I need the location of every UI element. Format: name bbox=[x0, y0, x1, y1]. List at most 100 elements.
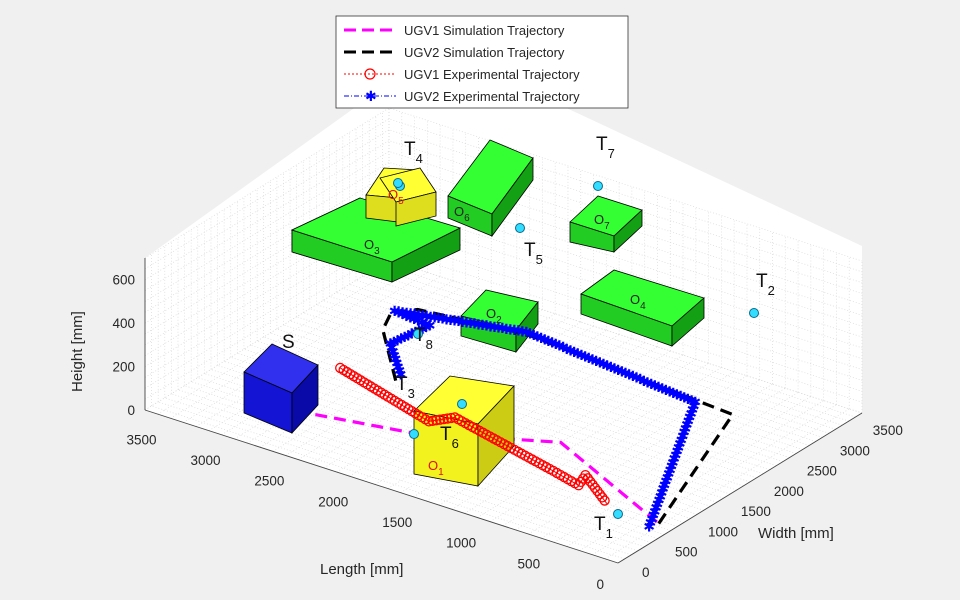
y-tick-label: 2500 bbox=[807, 464, 837, 479]
data-point: ✱ bbox=[485, 318, 497, 334]
data-point: ✱ bbox=[425, 309, 437, 325]
data-point: ✱ bbox=[481, 318, 493, 334]
data-point: ✱ bbox=[647, 507, 659, 523]
data-point: ✱ bbox=[409, 306, 421, 322]
data-point: ✱ bbox=[686, 393, 698, 409]
data-point bbox=[589, 482, 601, 493]
data-point: ✱ bbox=[653, 492, 665, 508]
legend-marker-ugv1-exp bbox=[364, 68, 376, 80]
data-point: ✱ bbox=[673, 439, 685, 455]
data-point: ✱ bbox=[620, 365, 632, 381]
obstacle-o2 bbox=[460, 289, 539, 354]
obstacles bbox=[290, 139, 705, 354]
series-line-ugv2-simulation-trajectory bbox=[381, 307, 736, 525]
z-tick-label: 0 bbox=[127, 403, 135, 418]
data-point: ✱ bbox=[583, 350, 595, 366]
data-point: ✱ bbox=[394, 363, 406, 379]
z-tick-label: 200 bbox=[112, 360, 135, 375]
data-point: ✱ bbox=[517, 323, 529, 339]
grid-line-y bbox=[283, 324, 757, 479]
data-point: ✱ bbox=[489, 319, 501, 335]
data-point: ✱ bbox=[666, 458, 678, 474]
data-point: ✱ bbox=[646, 511, 658, 527]
legend-label-ugv1-exp: UGV1 Experimental Trajectory bbox=[404, 67, 580, 82]
legend-label-ugv2-exp: UGV2 Experimental Trajectory bbox=[404, 89, 580, 104]
x-tick-label: 2500 bbox=[254, 474, 284, 489]
data-point: ✱ bbox=[521, 324, 533, 340]
data-point: ✱ bbox=[505, 321, 517, 337]
legend: UGV1 Simulation Trajectory UGV2 Simulati… bbox=[335, 15, 629, 109]
data-point bbox=[587, 479, 598, 490]
data-point: ✱ bbox=[682, 413, 694, 429]
x-axis-label: Length [mm] bbox=[320, 561, 403, 578]
data-point: ✱ bbox=[420, 316, 432, 332]
data-point: ✱ bbox=[587, 351, 599, 367]
data-point: ✱ bbox=[645, 515, 657, 531]
y-tick-label: 1500 bbox=[741, 504, 771, 519]
data-point: ✱ bbox=[473, 316, 485, 332]
grid-line-y bbox=[316, 304, 790, 458]
data-point: ✱ bbox=[406, 326, 418, 342]
grid-line-y bbox=[263, 336, 737, 491]
grid-line-y bbox=[336, 292, 810, 446]
data-point: ✱ bbox=[433, 310, 445, 326]
data-point: ✱ bbox=[670, 447, 682, 463]
waypoint-marker bbox=[613, 509, 623, 519]
data-point: ✱ bbox=[685, 405, 697, 421]
data-point: ✱ bbox=[421, 308, 433, 324]
data-point: ✱ bbox=[653, 379, 665, 395]
obstacle-o4 bbox=[580, 269, 705, 347]
data-point: ✱ bbox=[404, 309, 416, 325]
annotation-t6: T6 bbox=[440, 424, 459, 451]
legend-label-ugv1-sim: UGV1 Simulation Trajectory bbox=[404, 23, 565, 38]
data-point bbox=[585, 476, 596, 487]
data-point: ✱ bbox=[539, 332, 551, 348]
grid-line-y bbox=[309, 308, 783, 462]
data-point: ✱ bbox=[528, 327, 540, 343]
data-point: ✱ bbox=[642, 374, 654, 390]
y-tick-label: 500 bbox=[675, 545, 698, 560]
series-layer: ✱✱✱✱✱✱✱✱✱✱✱✱✱✱✱✱✱✱✱✱✱✱✱✱✱✱✱✱✱✱✱✱✱✱✱✱✱✱✱✱… bbox=[277, 303, 736, 534]
data-point: ✱ bbox=[598, 356, 610, 372]
data-point: ✱ bbox=[393, 304, 405, 320]
x-tick-label: 500 bbox=[518, 556, 541, 571]
data-point: ✱ bbox=[590, 353, 602, 369]
data-point: ✱ bbox=[656, 380, 668, 396]
grid-line-y bbox=[164, 397, 638, 552]
data-point: ✱ bbox=[387, 343, 399, 359]
grid-line-y bbox=[375, 267, 849, 422]
grid-line-y bbox=[276, 328, 750, 483]
data-point: ✱ bbox=[656, 484, 668, 500]
data-point: ✱ bbox=[453, 313, 465, 329]
data-point: ✱ bbox=[677, 428, 689, 444]
ugv1-experimental-front bbox=[335, 362, 610, 506]
data-point: ✱ bbox=[667, 385, 679, 401]
grid-line-y bbox=[151, 405, 625, 560]
data-point: ✱ bbox=[616, 364, 628, 380]
y-tick-label: 3500 bbox=[873, 423, 903, 438]
data-point: ✱ bbox=[532, 329, 544, 345]
series-line-ugv1-simulation-trajectory bbox=[277, 410, 660, 525]
data-point: ✱ bbox=[680, 420, 692, 436]
obstacle-label-o1: O1 bbox=[428, 458, 444, 478]
z-tick-label: 400 bbox=[112, 316, 135, 331]
grid-line-y bbox=[296, 316, 770, 471]
data-point: ✱ bbox=[509, 322, 521, 338]
data-point: ✱ bbox=[397, 306, 409, 322]
data-point: ✱ bbox=[631, 370, 643, 386]
waypoint-marker bbox=[393, 178, 403, 188]
data-point: ✱ bbox=[405, 306, 417, 322]
y-tick-label: 2000 bbox=[774, 484, 804, 499]
data-point: ✱ bbox=[627, 368, 639, 384]
data-point: ✱ bbox=[609, 361, 621, 377]
series-ugv2-experimental-trajectory: ✱✱✱✱✱✱✱✱✱✱✱✱✱✱✱✱✱✱✱✱✱✱✱✱✱✱✱✱✱✱✱✱✱✱✱✱✱✱✱✱… bbox=[384, 303, 701, 534]
data-point: ✱ bbox=[390, 351, 402, 367]
data-point: ✱ bbox=[399, 329, 411, 345]
annotation-t1: T1 bbox=[594, 514, 613, 541]
data-point: ✱ bbox=[557, 339, 569, 355]
data-point bbox=[582, 473, 593, 484]
data-point: ✱ bbox=[605, 359, 617, 375]
waypoint-marker bbox=[515, 223, 525, 233]
annotation-t4: T4 bbox=[404, 139, 423, 166]
grid-line-y bbox=[158, 401, 632, 556]
